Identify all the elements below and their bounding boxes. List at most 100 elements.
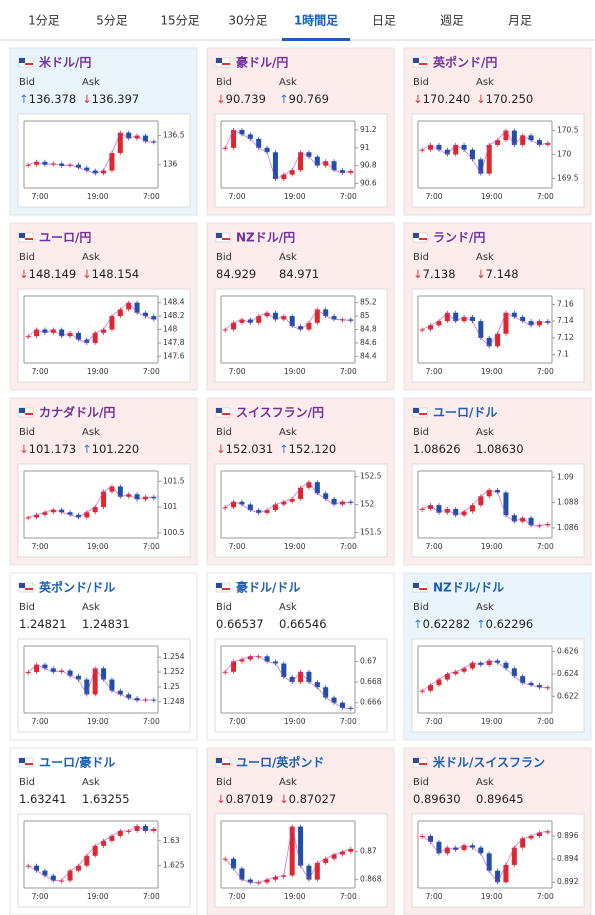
close-line: [421, 831, 548, 884]
y-tick-label: 147.8: [163, 338, 185, 347]
pair-name[interactable]: ランド/円: [433, 231, 485, 245]
candle: [314, 482, 320, 494]
tab[interactable]: 週足: [440, 14, 464, 28]
candle: [50, 668, 56, 673]
candle: [25, 865, 31, 867]
rate-card[interactable]: ユーロ/豪ドル Bid Ask 1.63241 1.63255 1.63 1.625 7:00…: [9, 747, 198, 915]
candle: [486, 144, 492, 174]
y-tick-label: 0.626: [557, 647, 579, 656]
tab[interactable]: 1分足: [28, 14, 60, 28]
candle: [323, 309, 329, 317]
rate-card[interactable]: スイスフラン/円 Bid Ask ↓152.031 ↑152.120 152.5 152 15…: [206, 397, 395, 566]
pair-name[interactable]: ユーロ/豪ドル: [39, 755, 115, 770]
candle: [67, 870, 73, 881]
flag-icon-part: [25, 588, 33, 590]
bid-label: Bid: [19, 427, 35, 438]
ask-price: 0.89645: [476, 792, 524, 806]
ask-price: 1.08630: [476, 442, 524, 456]
rate-card[interactable]: 豪ドル/ドル Bid Ask 0.66537 0.66546 0.67 0.668 0.666…: [206, 572, 395, 741]
candle: [503, 130, 509, 141]
candle: [239, 129, 245, 135]
rate-card[interactable]: 米ドル/スイスフラン Bid Ask 0.89630 0.89645 0.896 0.894…: [403, 747, 592, 915]
candle: [126, 132, 132, 139]
flag-icon-part: [222, 763, 230, 765]
candle: [272, 312, 278, 320]
tab[interactable]: 日足: [372, 14, 396, 28]
candle: [231, 661, 237, 672]
x-tick-label: 7:00: [426, 192, 443, 201]
rate-card[interactable]: ユーロ/ドル Bid Ask 1.08626 1.08630 1.09 1.088 1.086…: [403, 397, 592, 566]
y-tick-label: 100.5: [163, 528, 185, 537]
y-tick-label: 152: [360, 500, 375, 509]
candle: [348, 848, 354, 852]
pair-name[interactable]: 英ポンド/ドル: [39, 580, 115, 595]
candle: [42, 870, 48, 876]
candle: [536, 832, 542, 837]
bid-price: ↓152.031: [216, 442, 273, 456]
candle: [314, 309, 320, 323]
bid-price: 1.63241: [19, 792, 67, 806]
bid-value: 152.031: [226, 442, 274, 456]
flag-icon-part: [25, 763, 33, 765]
ask-value: 1.63255: [82, 792, 130, 806]
ask-value: 101.220: [92, 442, 140, 456]
pair-name[interactable]: NZドル/ドル: [433, 581, 504, 595]
tab[interactable]: 5分足: [96, 14, 128, 28]
candle: [520, 517, 526, 522]
flag-icon-part: [19, 583, 25, 588]
pair-name[interactable]: 豪ドル/ドル: [236, 580, 300, 595]
ask-value: 84.971: [279, 267, 319, 281]
candle: [34, 329, 40, 337]
flag-icon-part: [222, 63, 230, 65]
candle: [331, 161, 337, 171]
bid-price: 1.08626: [413, 442, 461, 456]
bid-price: ↓0.87019: [216, 792, 273, 806]
pair-name[interactable]: 英ポンド/円: [433, 55, 497, 70]
candle: [469, 149, 475, 160]
tab[interactable]: 30分足: [228, 14, 267, 28]
pair-name[interactable]: カナダドル/円: [39, 405, 115, 420]
pair-name[interactable]: ユーロ/円: [39, 231, 91, 245]
y-tick-label: 0.894: [557, 854, 579, 863]
candle: [281, 316, 287, 320]
pair-name[interactable]: NZドル/円: [236, 231, 295, 245]
pair-name[interactable]: ユーロ/英ポンド: [236, 755, 324, 770]
y-tick-label: 84.6: [360, 338, 377, 347]
candle: [239, 501, 245, 505]
pair-name[interactable]: 米ドル/スイスフラン: [433, 755, 545, 770]
pair-name[interactable]: 豪ドル/円: [236, 55, 288, 70]
ask-label: Ask: [476, 427, 494, 438]
candle: [453, 144, 459, 155]
tab[interactable]: 15分足: [160, 14, 199, 28]
pair-name[interactable]: スイスフラン/円: [236, 406, 324, 420]
tab[interactable]: 月足: [508, 14, 532, 28]
candle: [323, 161, 329, 166]
pair-name[interactable]: 米ドル/円: [39, 55, 91, 70]
rate-card[interactable]: NZドル/円 Bid Ask 84.929 84.971 85.2 85 84.8 84.6 84…: [206, 222, 395, 391]
candle: [247, 319, 253, 323]
bid-price: 0.66537: [216, 617, 264, 631]
bid-label: Bid: [216, 602, 232, 613]
candle: [339, 319, 345, 321]
candle: [536, 685, 542, 688]
tab[interactable]: 1時間足: [294, 13, 338, 28]
candle: [151, 496, 157, 499]
x-tick-label: 7:00: [340, 542, 357, 551]
pair-name[interactable]: ユーロ/ドル: [433, 406, 497, 420]
candle: [117, 132, 123, 154]
rate-card[interactable]: カナダドル/円 Bid Ask ↓101.173 ↑101.220 101.5 101 100…: [9, 397, 198, 566]
candle: [348, 171, 354, 173]
flag-icon-part: [419, 763, 427, 765]
candle: [486, 660, 492, 665]
candle: [503, 864, 509, 883]
candle: [25, 517, 31, 519]
